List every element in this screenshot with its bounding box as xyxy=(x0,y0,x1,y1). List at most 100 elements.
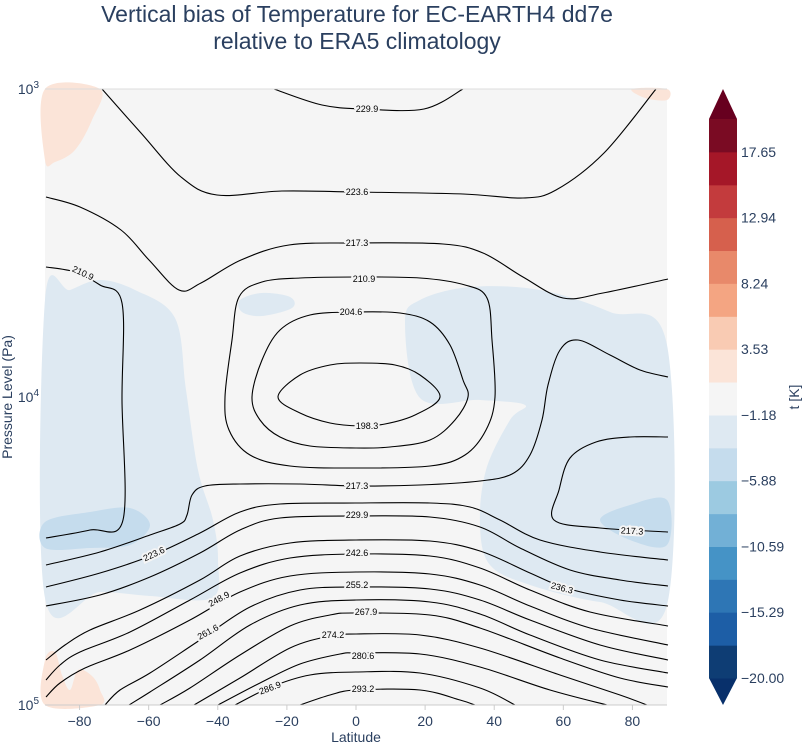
contour-label: 217.3 xyxy=(346,481,369,491)
contour-line-198.3 xyxy=(277,362,441,427)
contour-label: 229.9 xyxy=(356,104,379,114)
contour-label: 229.9 xyxy=(346,510,369,520)
y-tick-exponent: 4 xyxy=(33,388,39,399)
y-tick-label: 103 xyxy=(18,80,40,97)
colorbar-tick-label: 12.94 xyxy=(741,210,776,226)
y-tick-exponent: 3 xyxy=(33,80,39,91)
contour-line-242.6 xyxy=(45,553,669,681)
colorbar-extend-low xyxy=(709,678,737,705)
positive-bias-region xyxy=(40,650,105,709)
contour-labels: 229.9223.6217.3210.9210.9204.6198.3217.3… xyxy=(69,102,646,699)
contour-label: 293.2 xyxy=(352,684,375,694)
contour-line-204.6 xyxy=(251,311,469,449)
colorbar-extend-high xyxy=(709,89,737,119)
colorbar-band xyxy=(709,645,737,679)
colorbar-tick-label: −5.88 xyxy=(741,473,777,489)
contour-line-210.9 xyxy=(45,266,126,539)
contour-lines xyxy=(45,88,669,706)
x-tick-label: −20 xyxy=(275,713,299,729)
contour-line-274.2 xyxy=(193,633,648,706)
colorbar-band xyxy=(709,612,737,646)
y-tick-base: 10 xyxy=(18,697,34,713)
negative-bias-region xyxy=(600,497,672,548)
contour-line-248.9 xyxy=(45,571,669,698)
contour-line-293.2 xyxy=(299,688,476,706)
contour-label: 204.6 xyxy=(340,307,363,317)
contour-line-223.6 xyxy=(101,88,657,199)
y-tick-base: 10 xyxy=(18,389,34,405)
contour-line-267.9 xyxy=(159,612,669,706)
contour-label: 223.6 xyxy=(346,187,369,197)
negative-bias-region xyxy=(39,507,150,551)
contour-line-217.3 xyxy=(45,196,669,300)
x-axis-ticks: −80 −60 −40 −20 0 20 40 60 80 xyxy=(68,705,641,729)
colorbar-band xyxy=(709,546,737,580)
colorbar-tick-label: −1.18 xyxy=(741,407,777,423)
colorbar-band xyxy=(709,382,737,416)
contour-line-210.9 xyxy=(224,276,496,469)
contour-label: 280.6 xyxy=(352,651,375,661)
negative-bias-region xyxy=(238,292,295,317)
contour-line-223.6 xyxy=(45,502,669,588)
colorbar-band xyxy=(709,579,737,613)
colorbar-title: t [K] xyxy=(786,385,802,410)
contour-label: 217.3 xyxy=(620,525,643,536)
colorbar-tick-label: 8.24 xyxy=(741,275,768,291)
contour-label: 267.9 xyxy=(355,607,378,617)
colorbar-band xyxy=(709,513,737,547)
colorbar-tick-label: −15.29 xyxy=(741,604,784,620)
colorbar-band xyxy=(709,283,737,317)
colorbar-band xyxy=(709,250,737,284)
colorbar: −20.00 −15.29 −10.59 −5.88 −1.18 3.53 8.24 12.9… xyxy=(709,89,784,705)
y-axis-label: Pressure Level (Pa) xyxy=(0,335,15,459)
x-tick-label: 80 xyxy=(625,713,641,729)
contour-line-261.6 xyxy=(128,599,669,706)
contour-label: 255.2 xyxy=(346,580,369,590)
contour-label: 217.3 xyxy=(346,238,369,248)
colorbar-band xyxy=(709,414,737,449)
x-tick-label: 40 xyxy=(486,713,502,729)
contour-line-280.6 xyxy=(217,652,608,706)
y-tick-base: 10 xyxy=(18,81,34,97)
contour-line-217.3 xyxy=(550,436,669,533)
colorbar-tick-label: 17.65 xyxy=(741,144,776,160)
plot-area: 229.9223.6217.3210.9210.9204.6198.3217.3… xyxy=(39,82,675,709)
contour-line-229.9 xyxy=(45,515,669,607)
x-tick-label: −80 xyxy=(68,713,92,729)
contour-label: 210.9 xyxy=(353,274,376,284)
colorbar-tick-label: −20.00 xyxy=(741,670,784,686)
bias-fill-regions xyxy=(39,82,675,709)
colorbar-tick-label: −10.59 xyxy=(741,538,784,554)
colorbar-band xyxy=(709,151,737,186)
contour-line-286.9 xyxy=(234,670,516,706)
y-tick-label: 105 xyxy=(18,696,40,713)
contour-label: 242.6 xyxy=(346,548,369,558)
colorbar-band xyxy=(709,119,737,153)
x-tick-label: 20 xyxy=(417,713,433,729)
x-tick-label: 60 xyxy=(556,713,572,729)
contour-line-255.2 xyxy=(104,586,669,706)
colorbar-band xyxy=(709,447,737,482)
positive-bias-region xyxy=(40,82,103,167)
contour-label: 198.3 xyxy=(356,421,379,431)
x-tick-label: −40 xyxy=(206,713,230,729)
y-tick-label: 104 xyxy=(18,388,40,405)
chart-title-line-1: Vertical bias of Temperature for EC-EART… xyxy=(101,1,613,27)
contour-label: 274.2 xyxy=(322,630,345,640)
colorbar-band xyxy=(709,480,737,515)
colorbar-band xyxy=(709,184,737,219)
colorbar-band xyxy=(709,316,737,350)
x-axis-label: Latitude xyxy=(331,729,381,745)
positive-bias-region xyxy=(631,87,671,101)
contour-line-217.3 xyxy=(45,339,669,566)
negative-bias-region xyxy=(405,286,675,624)
contour-line-236.3 xyxy=(45,539,669,661)
x-tick-label: 0 xyxy=(352,713,360,729)
x-tick-label: −60 xyxy=(137,713,161,729)
colorbar-band xyxy=(709,349,737,383)
chart-title-line-2: relative to ERA5 climatology xyxy=(213,28,501,54)
y-tick-exponent: 5 xyxy=(33,696,39,707)
colorbar-band xyxy=(709,217,737,252)
